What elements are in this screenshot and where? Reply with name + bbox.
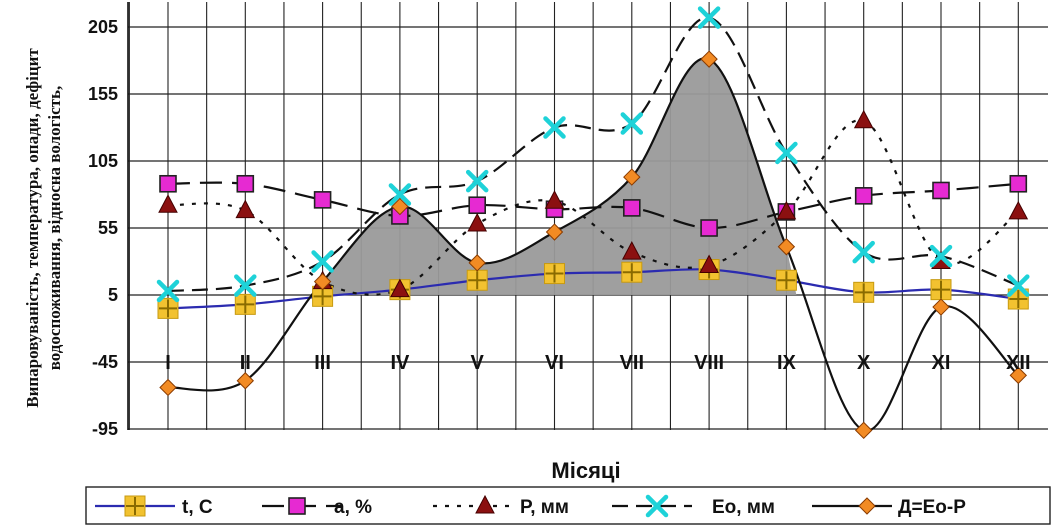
x-tick-label: XII bbox=[1006, 352, 1030, 374]
marker-s1-7 bbox=[700, 219, 718, 237]
marker-s1-2 bbox=[313, 191, 332, 209]
marker-s4-8 bbox=[777, 238, 796, 256]
legend-marker-3-b bbox=[645, 494, 669, 518]
marker-s3-6-b bbox=[620, 112, 644, 135]
marker-s3-10-b bbox=[929, 244, 953, 268]
marker-s2-3 bbox=[390, 278, 410, 298]
marker-s4-5 bbox=[545, 223, 564, 241]
marker-s4-9 bbox=[854, 421, 873, 440]
y-tick-label: -95 bbox=[92, 419, 118, 439]
marker-s2-4 bbox=[467, 212, 488, 232]
x-tick-label: VIII bbox=[694, 352, 724, 374]
marker-s2-9 bbox=[853, 109, 874, 129]
marker-s1-11 bbox=[1009, 174, 1028, 193]
legend-label-0: t, C bbox=[182, 497, 213, 518]
marker-s4-2 bbox=[313, 272, 332, 291]
marker-s3-4-b bbox=[465, 169, 489, 193]
x-tick-label: III bbox=[314, 352, 331, 374]
legend-label-3: Eo, мм bbox=[712, 497, 775, 518]
marker-s3-11-b bbox=[1007, 274, 1030, 297]
y-axis-label: Випаровуваність, температура, опади, деф… bbox=[23, 48, 64, 408]
legend: t, C a, % P, мм Eo, мм Д=Eo-P bbox=[85, 486, 1051, 525]
y-tick-label: 55 bbox=[98, 218, 118, 238]
legend-marker-4 bbox=[858, 497, 876, 515]
marker-s3-3-b bbox=[388, 183, 412, 206]
marker-s1-9 bbox=[854, 187, 873, 205]
marker-s3-2-b bbox=[311, 250, 334, 273]
x-axis-label: Місяці bbox=[551, 458, 620, 483]
marker-s1-6 bbox=[622, 199, 641, 217]
marker-s2-8 bbox=[776, 200, 797, 220]
marker-s2-5 bbox=[544, 190, 565, 209]
marker-s1-4 bbox=[468, 196, 487, 215]
marker-s4-4 bbox=[468, 254, 486, 272]
marker-s3-7-b bbox=[697, 6, 721, 29]
marker-s4-7 bbox=[700, 50, 718, 68]
marker-s3-8-b bbox=[775, 141, 798, 165]
y-tick-label: -45 bbox=[92, 352, 118, 372]
series-markers bbox=[156, 6, 1030, 440]
deficit-positive-fill bbox=[310, 58, 797, 296]
y-tick-label: 205 bbox=[88, 17, 118, 37]
marker-s1-10 bbox=[932, 181, 950, 200]
marker-s1-1 bbox=[236, 174, 255, 193]
x-tick-label: I bbox=[165, 352, 171, 374]
x-tick-label: XI bbox=[932, 352, 951, 374]
marker-s4-3 bbox=[391, 197, 409, 216]
marker-s3-9-b bbox=[852, 240, 875, 264]
marker-s2-1 bbox=[235, 199, 256, 219]
marker-s4-1 bbox=[236, 372, 255, 390]
x-tick-label: IV bbox=[390, 352, 410, 374]
marker-s4-10 bbox=[932, 298, 950, 316]
marker-s1-0 bbox=[159, 174, 177, 193]
y-tick-label: 5 bbox=[108, 285, 118, 305]
x-tick-label: V bbox=[471, 352, 485, 374]
legend-marker-1 bbox=[288, 497, 306, 515]
legend-label-1: a, % bbox=[334, 497, 372, 518]
x-tick-labels: I II III IV V VI VII VIII IX X XI XII bbox=[165, 352, 1030, 374]
legend-label-2: P, мм bbox=[520, 497, 569, 518]
y-axis-label-line-2: водоспоживання, відносна вологість, bbox=[45, 86, 64, 371]
marker-s4-0 bbox=[159, 378, 177, 397]
y-tick-label: 155 bbox=[88, 84, 118, 104]
marker-s2-11 bbox=[1008, 200, 1029, 220]
marker-s2-7 bbox=[699, 254, 719, 274]
x-tick-label: VI bbox=[545, 352, 564, 374]
y-tick-label: 105 bbox=[88, 151, 118, 171]
x-tick-label: II bbox=[240, 352, 251, 374]
x-tick-label: IX bbox=[777, 352, 797, 374]
marker-s3-0-b bbox=[156, 279, 180, 303]
marker-s3-5-b bbox=[543, 116, 566, 139]
x-tick-label: VII bbox=[620, 352, 644, 374]
marker-s4-6 bbox=[623, 168, 641, 186]
marker-s2-0 bbox=[158, 194, 178, 213]
y-axis-label-line-1: Випаровуваність, температура, опади, деф… bbox=[23, 48, 42, 408]
x-tick-label: X bbox=[857, 352, 871, 374]
marker-s2-6 bbox=[621, 241, 642, 260]
marker-s3-1-b bbox=[234, 274, 257, 297]
series-line-2 bbox=[167, 119, 1019, 296]
marker-s4-11 bbox=[1009, 366, 1028, 385]
legend-label-4: Д=Eo-P bbox=[898, 497, 966, 518]
legend-marker-2 bbox=[475, 494, 495, 514]
deficit-fill-shape bbox=[310, 58, 797, 296]
